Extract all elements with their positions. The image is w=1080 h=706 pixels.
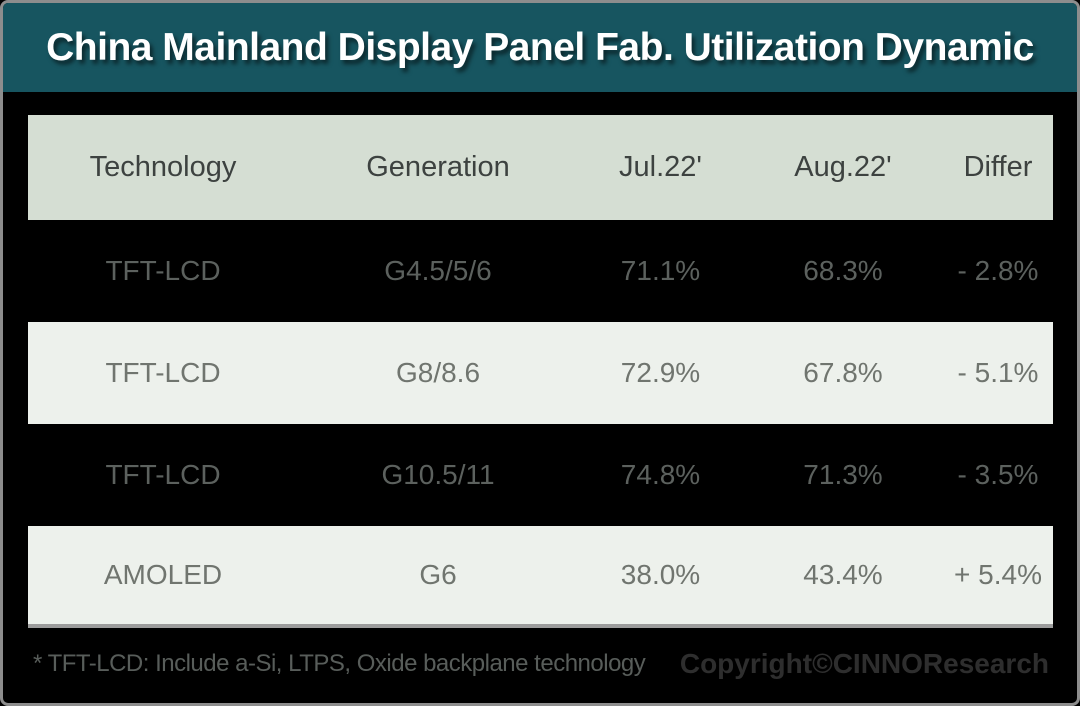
cell-differ: + 5.4% xyxy=(954,559,1042,590)
cell-technology: TFT-LCD xyxy=(105,255,221,286)
cell-differ: - 3.5% xyxy=(957,459,1039,490)
utilization-table: Technology Generation Jul.22' Aug.22' Di… xyxy=(28,115,1053,628)
cell-aug22: 67.8% xyxy=(803,357,883,388)
table-header-row: Technology Generation Jul.22' Aug.22' Di… xyxy=(28,115,1053,220)
copyright-text: Copyright©CINNOResearch xyxy=(679,648,1049,679)
cell-generation: G10.5/11 xyxy=(381,459,495,490)
table-row: TFT-LCD G8/8.6 72.9% 67.8% - 5.1% xyxy=(28,322,1053,424)
cell-jul22: 72.9% xyxy=(620,357,701,388)
footer: * TFT-LCD: Include a-Si, LTPS, Oxide bac… xyxy=(3,628,1077,700)
cell-aug22: 71.3% xyxy=(803,459,883,490)
cell-generation: G6 xyxy=(419,559,457,590)
table-row: TFT-LCD G4.5/5/6 71.1% 68.3% - 2.8% xyxy=(28,220,1053,322)
cell-generation: G4.5/5/6 xyxy=(384,255,492,286)
column-header-aug22: Aug.22' xyxy=(794,151,892,183)
table-row: AMOLED G6 38.0% 43.4% + 5.4% xyxy=(28,526,1053,628)
cell-aug22: 43.4% xyxy=(803,559,883,590)
cell-technology: TFT-LCD xyxy=(105,459,221,490)
cell-differ: - 2.8% xyxy=(957,255,1039,286)
page-title: China Mainland Display Panel Fab. Utiliz… xyxy=(46,25,1034,69)
cell-generation: G8/8.6 xyxy=(395,357,481,388)
cell-aug22: 68.3% xyxy=(803,255,883,286)
column-header-jul22: Jul.22' xyxy=(619,151,702,183)
cell-jul22: 71.1% xyxy=(620,255,701,286)
cell-jul22: 38.0% xyxy=(620,559,701,590)
column-header-generation: Generation xyxy=(366,151,510,183)
column-header-differ: Differ xyxy=(963,151,1033,183)
footnote-text: * TFT-LCD: Include a-Si, LTPS, Oxide bac… xyxy=(33,650,646,677)
cell-differ: - 5.1% xyxy=(957,357,1039,388)
table-row: TFT-LCD G10.5/11 74.8% 71.3% - 3.5% xyxy=(28,424,1053,526)
column-header-technology: Technology xyxy=(89,151,237,183)
cell-technology: TFT-LCD xyxy=(105,357,221,388)
title-bar: China Mainland Display Panel Fab. Utiliz… xyxy=(3,3,1077,92)
cell-technology: AMOLED xyxy=(103,559,223,590)
cell-jul22: 74.8% xyxy=(620,459,701,490)
